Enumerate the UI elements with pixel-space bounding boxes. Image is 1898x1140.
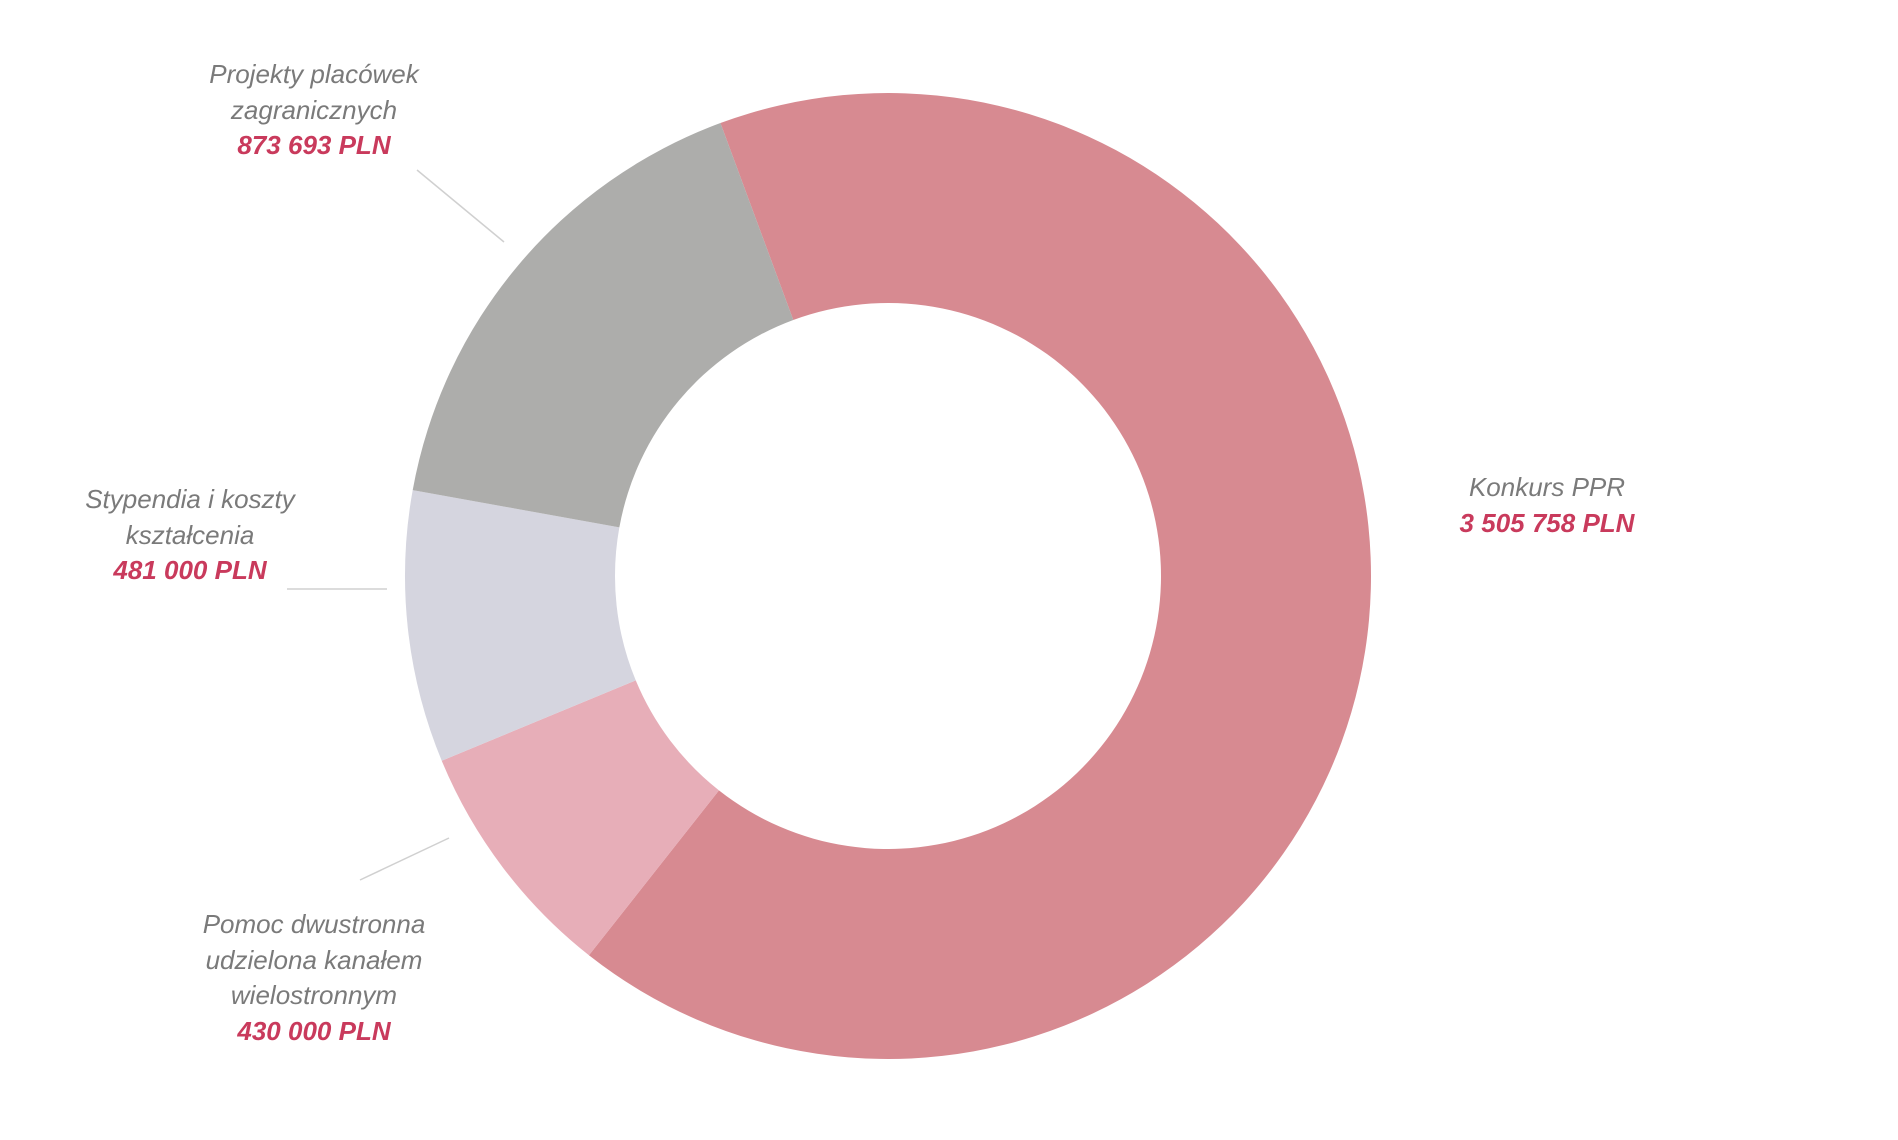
- label-projekty: Projekty placówek zagranicznych 873 693 …: [209, 57, 419, 164]
- label-pomoc: Pomoc dwustronna udzielona kanałem wielo…: [203, 907, 426, 1049]
- label-name: kształcenia: [125, 519, 255, 550]
- label-name: zagranicznych: [230, 94, 398, 125]
- leader-line-projekty: [416, 169, 505, 243]
- label-konkurs: Konkurs PPR 3 505 758 PLN: [1460, 470, 1635, 541]
- label-stypendia: Stypendia i koszty kształcenia 481 000 P…: [85, 482, 295, 589]
- label-name: Konkurs PPR: [1468, 472, 1626, 502]
- label-value: 481 000 PLN: [113, 555, 267, 585]
- label-value: 3 505 758 PLN: [1459, 507, 1635, 538]
- donut-slice-0: [588, 93, 1372, 1060]
- donut-slice-2: [405, 490, 636, 761]
- label-value: 430 000 PLN: [237, 1015, 391, 1046]
- label-name: Projekty placówek: [209, 59, 419, 89]
- label-value: 873 693 PLN: [237, 130, 391, 160]
- donut-slice-1: [441, 680, 719, 956]
- label-name: udzielona kanałem: [205, 944, 423, 975]
- leader-line-pomoc: [359, 837, 450, 881]
- label-name: Stypendia i koszty: [85, 484, 295, 514]
- donut-slice-3: [412, 122, 794, 528]
- label-name: wielostronnym: [230, 980, 398, 1010]
- label-name: Pomoc dwustronna: [202, 909, 426, 939]
